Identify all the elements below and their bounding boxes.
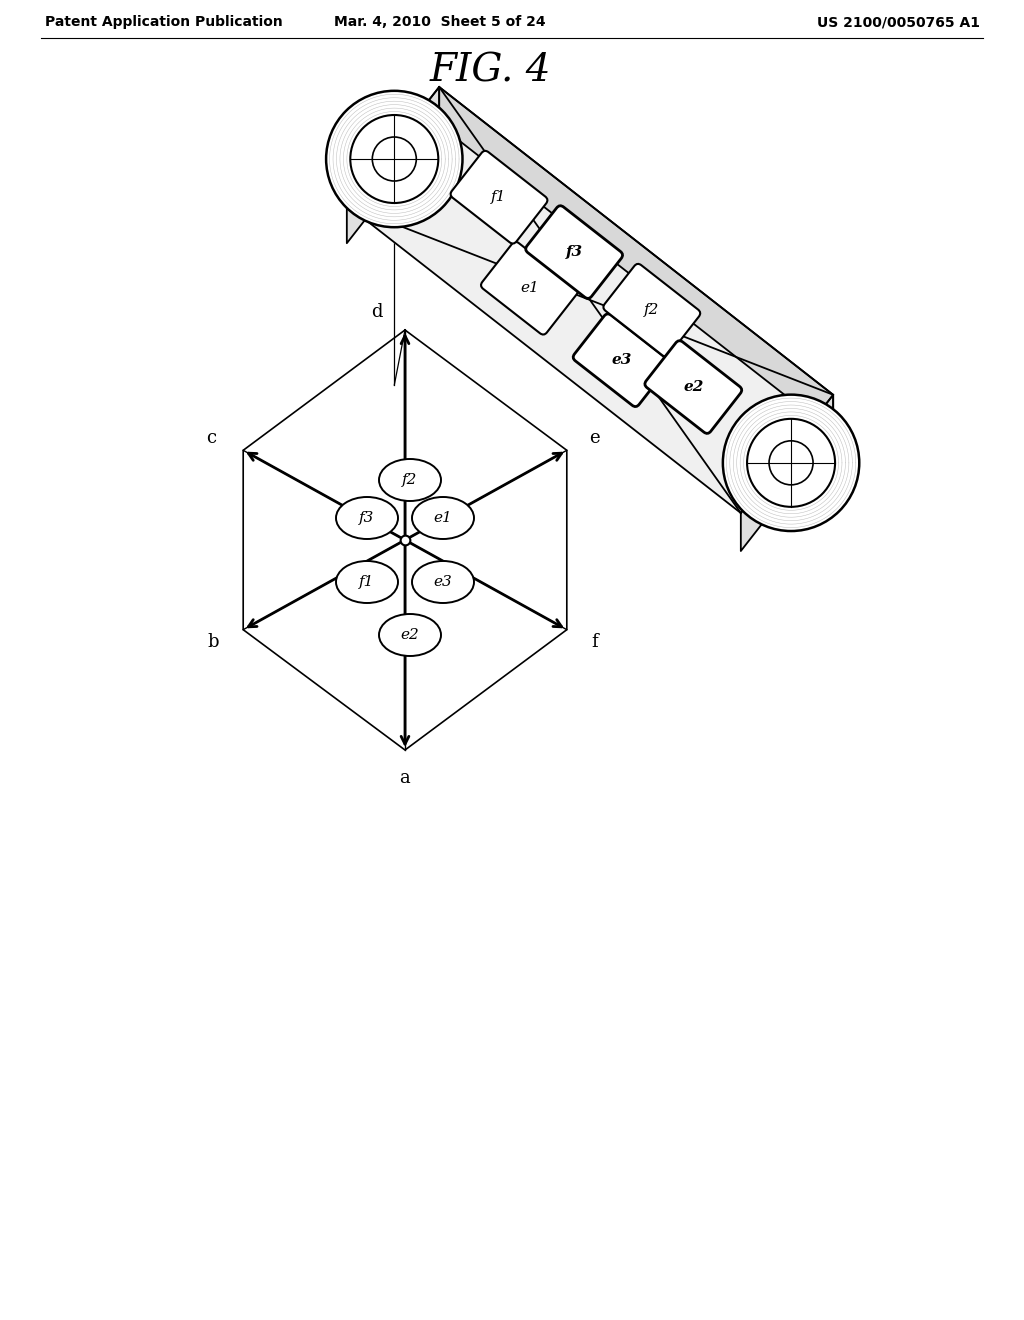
- Text: e3: e3: [433, 576, 453, 589]
- Text: e1: e1: [433, 511, 453, 525]
- Text: Patent Application Publication: Patent Application Publication: [45, 15, 283, 29]
- Circle shape: [350, 115, 438, 203]
- Circle shape: [723, 395, 859, 531]
- Text: f3: f3: [565, 246, 583, 259]
- Text: e1: e1: [520, 281, 539, 296]
- Text: c: c: [206, 429, 216, 447]
- Polygon shape: [740, 395, 834, 550]
- Text: f1: f1: [492, 190, 507, 205]
- Text: e2: e2: [683, 380, 703, 395]
- Text: f3: f3: [359, 511, 375, 525]
- Circle shape: [748, 418, 835, 507]
- Ellipse shape: [379, 614, 441, 656]
- FancyBboxPatch shape: [573, 314, 670, 407]
- Circle shape: [326, 91, 463, 227]
- Ellipse shape: [412, 498, 474, 539]
- Text: e: e: [590, 429, 600, 447]
- FancyBboxPatch shape: [645, 341, 741, 433]
- Polygon shape: [347, 87, 834, 513]
- Text: e2: e2: [400, 628, 420, 642]
- Polygon shape: [347, 87, 439, 243]
- Ellipse shape: [379, 459, 441, 502]
- Text: f2: f2: [644, 304, 659, 317]
- Text: f1: f1: [359, 576, 375, 589]
- Ellipse shape: [336, 498, 398, 539]
- Ellipse shape: [412, 561, 474, 603]
- Ellipse shape: [336, 561, 398, 603]
- Text: FIG. 4: FIG. 4: [429, 51, 551, 88]
- Circle shape: [373, 137, 417, 181]
- Text: Mar. 4, 2010  Sheet 5 of 24: Mar. 4, 2010 Sheet 5 of 24: [334, 15, 546, 29]
- Text: a: a: [399, 770, 411, 787]
- Text: f2: f2: [402, 473, 418, 487]
- Text: b: b: [208, 632, 219, 651]
- Text: e3: e3: [611, 354, 632, 367]
- Text: f: f: [592, 632, 598, 651]
- Polygon shape: [439, 87, 834, 433]
- FancyBboxPatch shape: [481, 242, 578, 334]
- Text: d: d: [372, 304, 383, 321]
- FancyBboxPatch shape: [525, 206, 623, 298]
- FancyBboxPatch shape: [603, 264, 700, 356]
- Circle shape: [769, 441, 813, 484]
- Text: US 2100/0050765 A1: US 2100/0050765 A1: [817, 15, 980, 29]
- FancyBboxPatch shape: [451, 150, 548, 244]
